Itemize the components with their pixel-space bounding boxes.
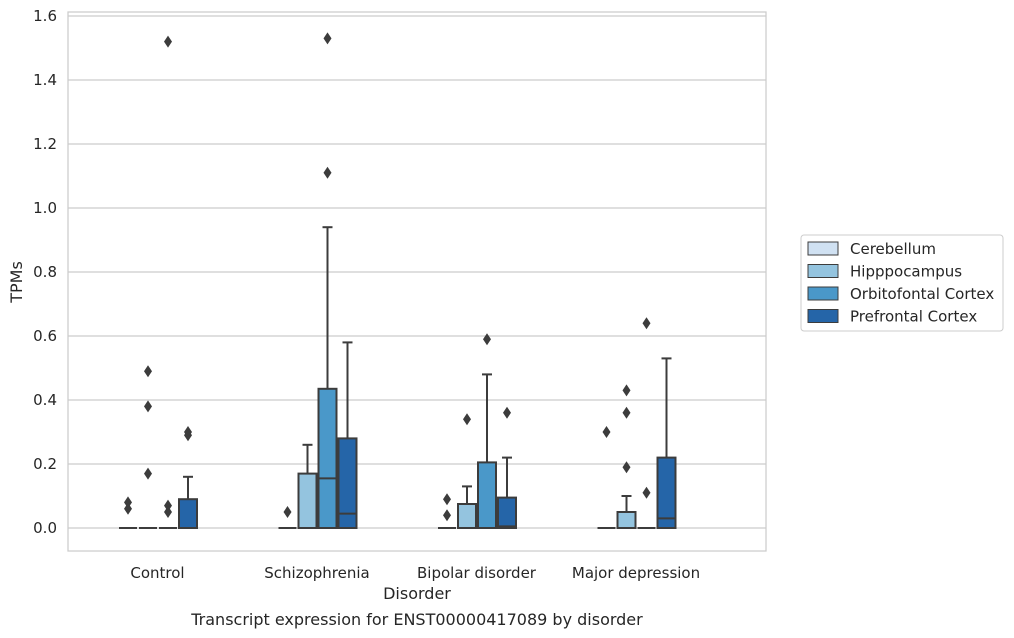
x-tick-label: Control [130,564,184,582]
box-prefrontal-cortex [178,426,198,530]
y-axis-label: TPMs [7,261,26,304]
plot-frame [67,11,767,552]
outlier-point [483,333,491,346]
outlier-point [602,426,611,438]
x-axis-label: Disorder [383,584,451,603]
outlier-point [323,166,332,179]
box-hipppocampus [139,365,157,529]
box-cerebellum [278,506,297,529]
legend-swatch [807,264,839,278]
box-hipppocampus [297,443,318,530]
outlier-point [642,486,651,499]
box-body [497,496,517,530]
legend: Cerebellum Hipppocampus Orbitofontal Corte… [800,234,1004,332]
box-cerebellum [597,426,616,529]
outlier-point [622,406,631,419]
y-tick-label: 0.4 [33,391,57,409]
box-prefrontal-cortex [656,357,677,530]
legend-swatch [807,286,839,301]
box-prefrontal-cortex [497,406,517,530]
outlier-point [144,365,152,378]
outlier-point [144,467,152,480]
box-body [337,437,358,529]
y-tick-label: 1.0 [33,199,57,217]
outlier-point [323,32,332,45]
box-body [178,498,198,530]
box-orbitofontal-cortex [637,317,656,529]
outlier-point [443,493,451,506]
box-orbitofontal-cortex [317,32,338,529]
outlier-point [124,496,132,509]
box-body [477,461,497,529]
chart-caption: Transcript expression for ENST0000041708… [190,610,643,629]
box-body [317,387,338,529]
x-tick-label: Schizophrenia [264,564,369,582]
y-tick-label: 1.4 [33,71,57,89]
box-orbitofontal-cortex [159,35,177,529]
box-hipppocampus [457,413,477,529]
outlier-point [503,406,511,419]
outlier-point [184,429,192,442]
y-tick-labels: 0.0 0.2 0.4 0.6 0.8 1.0 1.2 1.4 1.6 [33,7,57,537]
box-cerebellum [438,493,456,529]
legend-swatch [807,241,839,256]
plot-area [68,12,766,551]
box-prefrontal-cortex [337,341,358,529]
x-tick-labels: Control Schizophrenia Bipolar disorder Majo… [130,564,700,582]
y-tick-label: 1.2 [33,135,57,153]
box-groups [119,32,677,530]
box-body [616,511,637,529]
box-body [297,472,318,530]
y-tick-label: 0.2 [33,455,57,473]
outlier-point [463,413,471,426]
box-hipppocampus [616,384,637,529]
outlier-point [622,461,631,474]
outlier-point [283,506,292,518]
outlier-point [642,317,651,330]
box-body [656,456,677,530]
x-tick-label: Major depression [572,564,700,582]
y-tick-label: 0.6 [33,327,57,345]
box-body [457,503,477,529]
outlier-point [144,400,152,413]
outlier-point [622,384,631,397]
x-tick-label: Bipolar disorder [417,564,537,582]
legend-label: Hipppocampus [850,263,962,281]
outlier-point [164,35,172,48]
box-cerebellum [119,496,137,529]
outlier-point [164,506,172,518]
y-tick-label: 0.8 [33,263,57,281]
legend-frame [800,234,1004,332]
box-orbitofontal-cortex [477,333,497,529]
legend-label: Cerebellum [850,240,936,258]
legend-label: Orbitofontal Cortex [850,285,994,303]
y-tick-label: 0.0 [33,519,57,537]
outlier-point [124,502,132,515]
legend-swatch [807,309,839,323]
y-tick-label: 1.6 [33,7,57,25]
outlier-point [443,509,451,522]
outlier-point [164,499,172,512]
legend-label: Prefrontal Cortex [850,308,977,326]
